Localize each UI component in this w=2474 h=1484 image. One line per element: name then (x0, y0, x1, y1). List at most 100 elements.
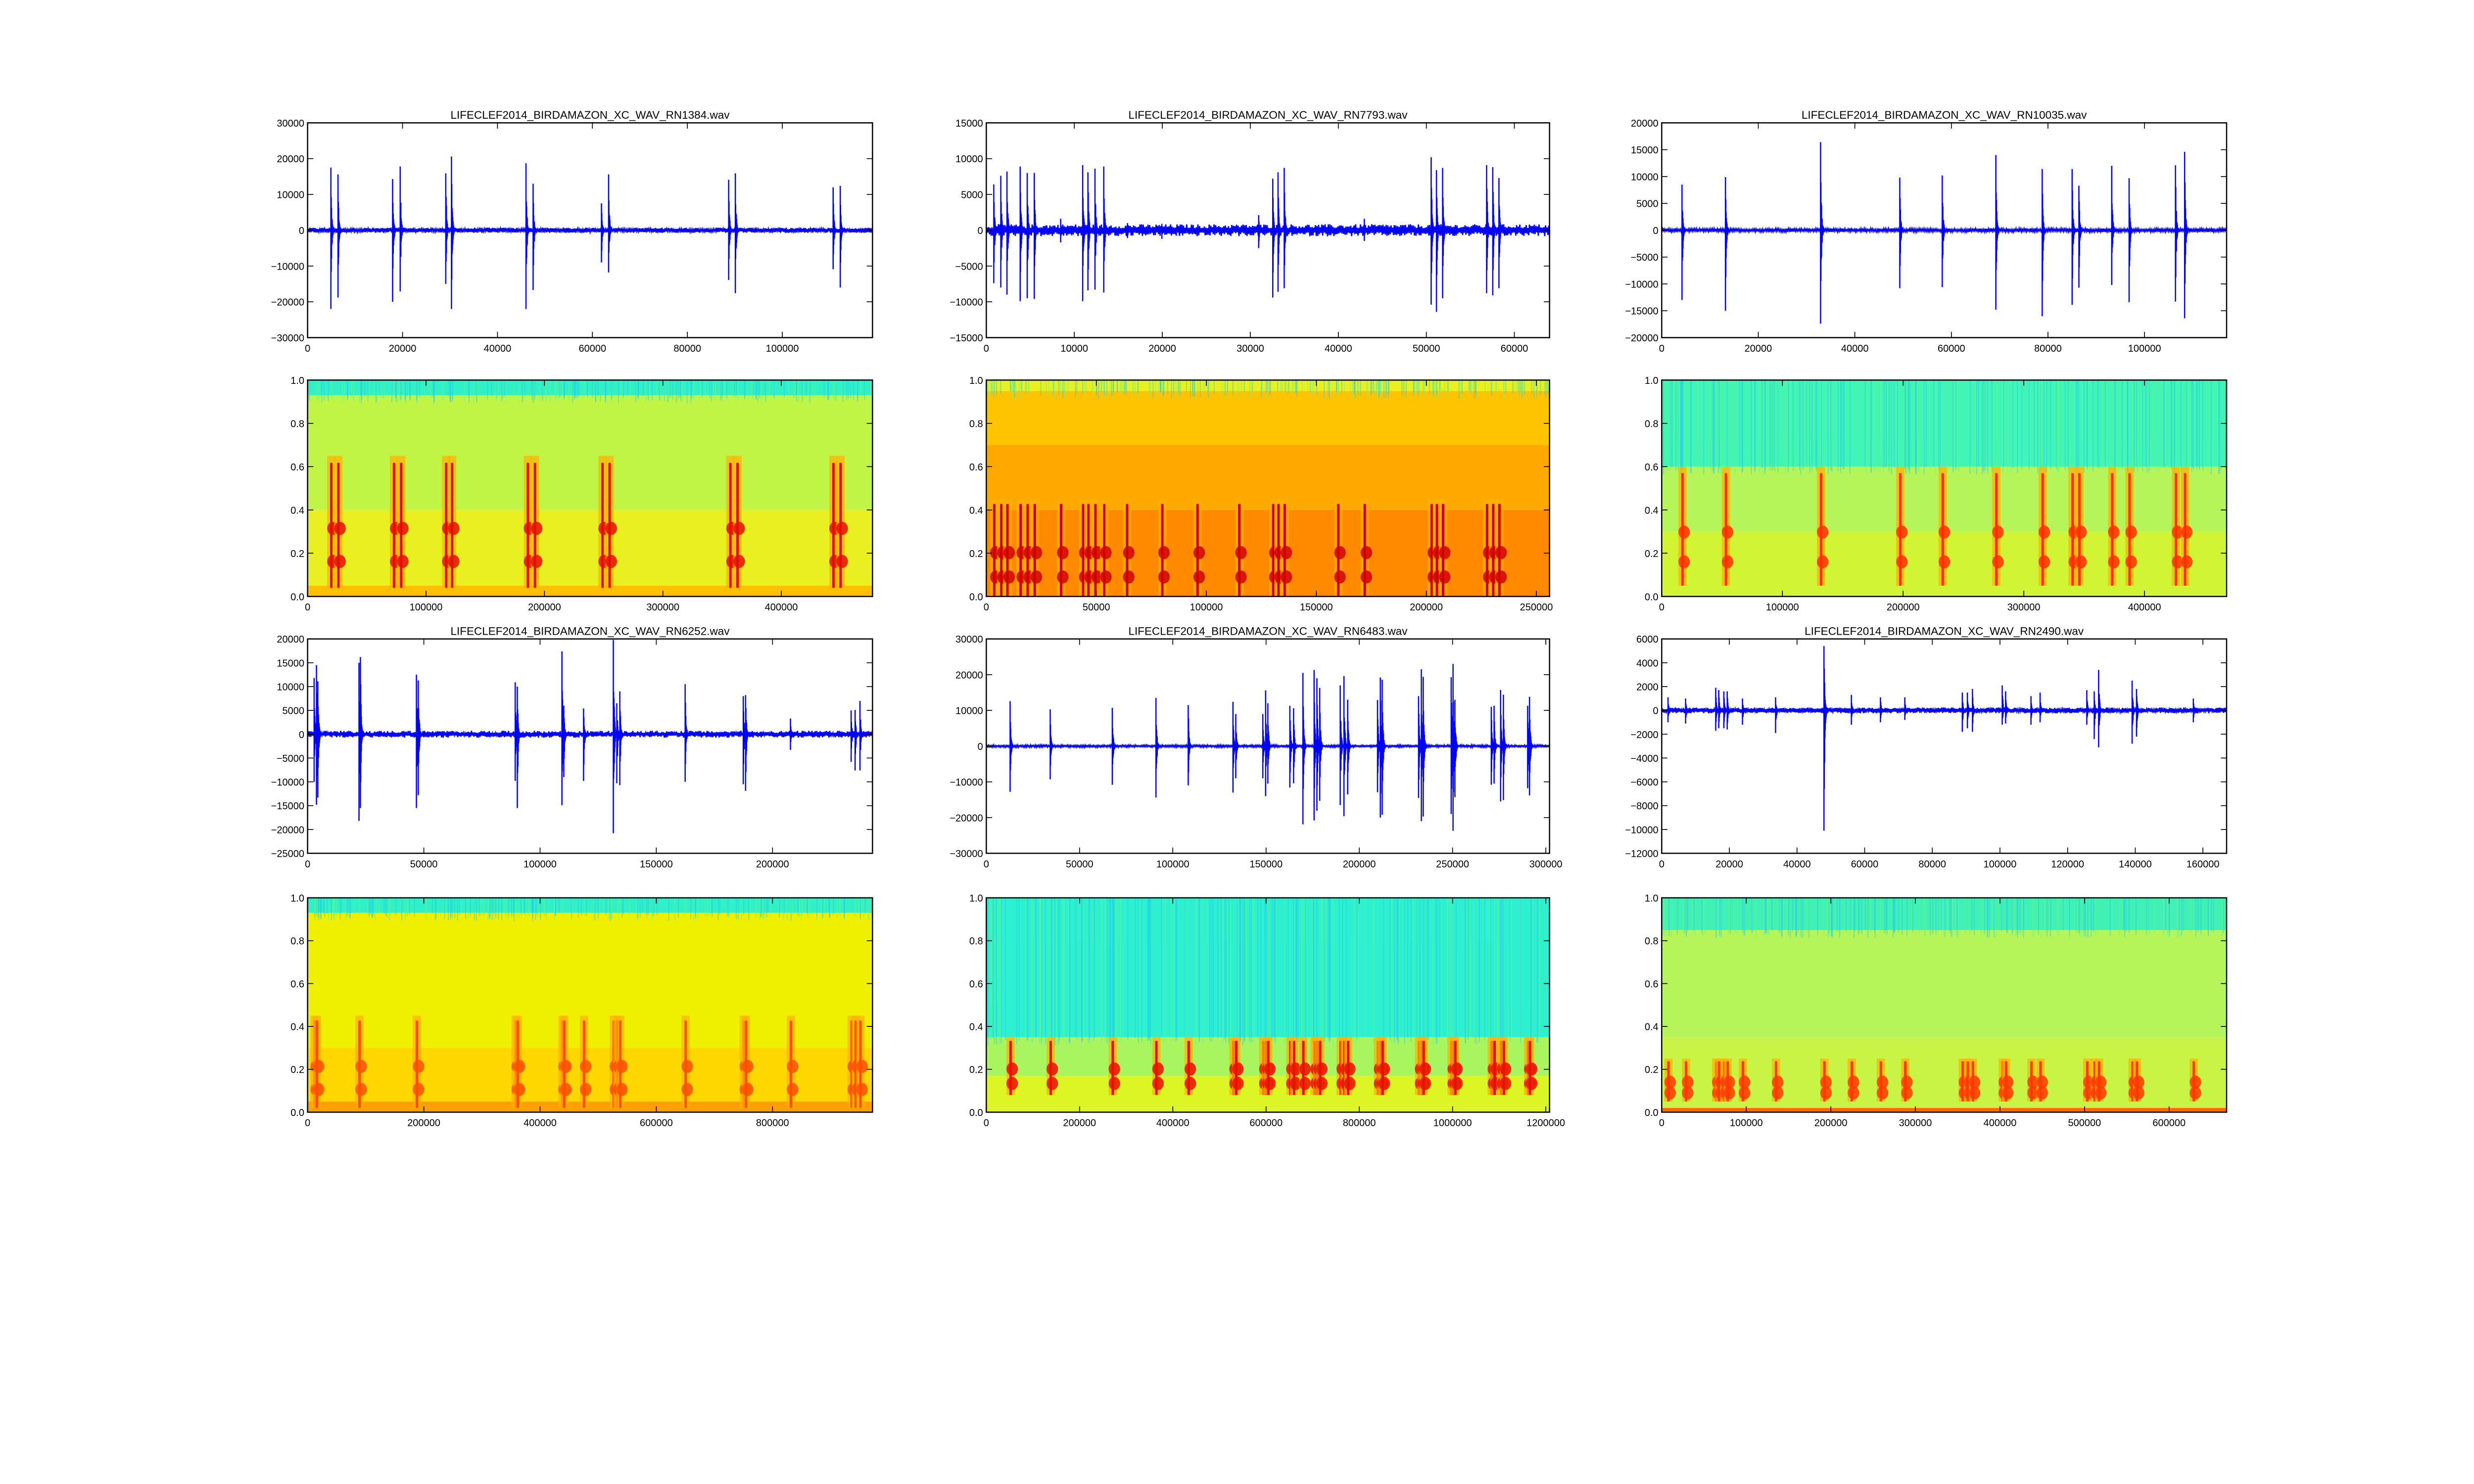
spectrogram-call-blob (1968, 1086, 1981, 1100)
waveform-burst (1277, 172, 1283, 292)
spectrogram-call (1047, 1037, 1058, 1095)
spectrogram-call-blob (1439, 570, 1451, 584)
waveform-burst (1006, 171, 1012, 295)
y-tick-label: 20000 (277, 154, 304, 165)
y-tick-label: −25000 (271, 849, 304, 860)
spectrogram-call-blob (1232, 1076, 1244, 1090)
spectrogram-call (413, 1016, 425, 1108)
plot-area (1662, 639, 2227, 853)
spectrogram-call-blob (787, 1060, 799, 1073)
spectrogram-call (1003, 499, 1015, 597)
x-tick-label: 100000 (1190, 602, 1223, 613)
spectrogram-call-blob (1030, 570, 1043, 584)
spectrogram-call-blob (1003, 546, 1015, 559)
y-tick-label: 1.0 (969, 893, 983, 904)
spectrogram-call (787, 1016, 799, 1108)
spectrogram-call-blob (2038, 525, 2050, 539)
spectrogram-call-blob (1108, 1076, 1120, 1090)
y-tick-label: 0.2 (969, 549, 983, 559)
spectrogram-call-blob (2133, 1075, 2144, 1089)
x-tick-label: 100000 (410, 602, 443, 613)
x-tick-label: 0 (305, 602, 310, 613)
spectrogram-call (2036, 1059, 2048, 1102)
spectrogram-call-blob (1378, 1076, 1390, 1090)
spectrogram-call-blob (1316, 1076, 1328, 1090)
waveform-burst (1000, 176, 1006, 288)
spectrogram-call-blob (787, 1083, 799, 1096)
spectrogram-call-blob (1495, 570, 1507, 584)
spectrogram-call-blob (1047, 1062, 1058, 1076)
x-tick-label: 200000 (1063, 1118, 1096, 1129)
y-tick-label: 1.0 (290, 893, 304, 904)
waveform-burst (1423, 677, 1428, 817)
chart-title: LIFECLEF2014_BIRDAMAZON_XC_WAV_RN7793.wa… (1129, 109, 1408, 121)
waveform-burst (790, 718, 796, 750)
spectrogram-band (1662, 930, 2227, 1037)
spectrogram-call-blob (1938, 555, 1951, 569)
spectrogram-call (2189, 1059, 2201, 1102)
y-tick-label: −20000 (1625, 333, 1658, 344)
spectrogram-call (1030, 499, 1043, 597)
y-tick-label: −20000 (271, 825, 304, 835)
y-tick-label: −10000 (950, 777, 983, 788)
x-tick-label: 0 (984, 343, 989, 354)
spectrogram-call (2108, 466, 2120, 586)
waveform-burst (1381, 680, 1387, 815)
y-tick-label: 0.0 (290, 592, 304, 603)
x-tick-label: 120000 (2051, 859, 2084, 870)
x-tick-label: 600000 (1249, 1118, 1283, 1129)
y-tick-label: 5000 (1636, 199, 1659, 210)
spectrogram-call (1006, 1037, 1018, 1095)
y-tick-label: 30000 (955, 634, 983, 645)
spectrogram-call-blob (1030, 546, 1043, 559)
waveform-burst (2175, 165, 2181, 302)
plot-area (307, 380, 873, 597)
y-tick-label: −20000 (950, 813, 983, 824)
spectrogram-call-blob (1723, 1086, 1735, 1100)
waveform-burst (2131, 680, 2137, 744)
spectrogram-call (313, 1016, 325, 1108)
spectrogram-call-blob (2181, 555, 2193, 569)
waveform-burst (1486, 165, 1492, 293)
x-tick-label: 0 (984, 1118, 989, 1129)
spectrogram-call-blob (2027, 1086, 2039, 1100)
spectrogram-call-blob (1152, 1076, 1164, 1090)
waveform-burst (1899, 178, 1905, 288)
waveform-burst (2071, 169, 2077, 305)
spectrogram-call-blob (742, 1060, 754, 1073)
spectrogram-call-blob (1682, 1075, 1694, 1089)
spectrogram-call (397, 456, 409, 588)
x-tick-label: 300000 (646, 602, 679, 613)
spectrogram-call-blob (2172, 525, 2184, 539)
y-tick-label: 0 (978, 742, 983, 752)
y-tick-label: 20000 (1631, 118, 1659, 129)
spectrogram-call-blob (334, 521, 346, 535)
x-tick-label: 50000 (410, 859, 438, 870)
spectrogram-call-blob (1091, 570, 1103, 584)
waveform-burst (392, 179, 398, 302)
y-tick-label: −15000 (950, 333, 983, 344)
waveform-burst (337, 174, 343, 298)
y-tick-label: −2000 (1630, 730, 1658, 741)
y-tick-label: 0 (1653, 226, 1659, 236)
y-tick-label: 0.2 (1645, 1065, 1659, 1075)
x-tick-label: 400000 (523, 1118, 557, 1129)
waveform-burst (2005, 691, 2011, 724)
spectrogram-call-blob (2094, 1075, 2107, 1089)
waveform-burst (1685, 698, 1691, 724)
spectrogram-call (2133, 1059, 2144, 1102)
y-tick-label: 0 (299, 730, 304, 741)
waveform-panel: 0 20000 40000 60000 80000 100000−20000−15000−… (1625, 109, 2228, 354)
spectrogram-call (1451, 1037, 1463, 1095)
axes-frame (1661, 638, 2228, 854)
y-tick-label: 4000 (1636, 658, 1659, 669)
waveform-burst (2042, 169, 2047, 317)
waveform-noise-line (986, 224, 1550, 236)
waveform-burst (1049, 709, 1055, 780)
spectrogram-call-blob (1419, 1076, 1431, 1090)
spectrogram-call (1193, 499, 1205, 597)
x-tick-label: 40000 (1783, 859, 1811, 870)
x-tick-label: 140000 (2119, 859, 2152, 870)
y-tick-label: −10000 (1625, 825, 1658, 835)
spectrogram-call (1896, 466, 1908, 586)
